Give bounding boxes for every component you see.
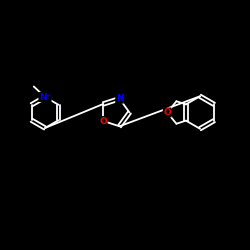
Text: O: O <box>163 108 171 117</box>
Text: N⁺: N⁺ <box>39 92 51 102</box>
Text: O: O <box>100 116 107 126</box>
Text: N: N <box>116 94 123 103</box>
